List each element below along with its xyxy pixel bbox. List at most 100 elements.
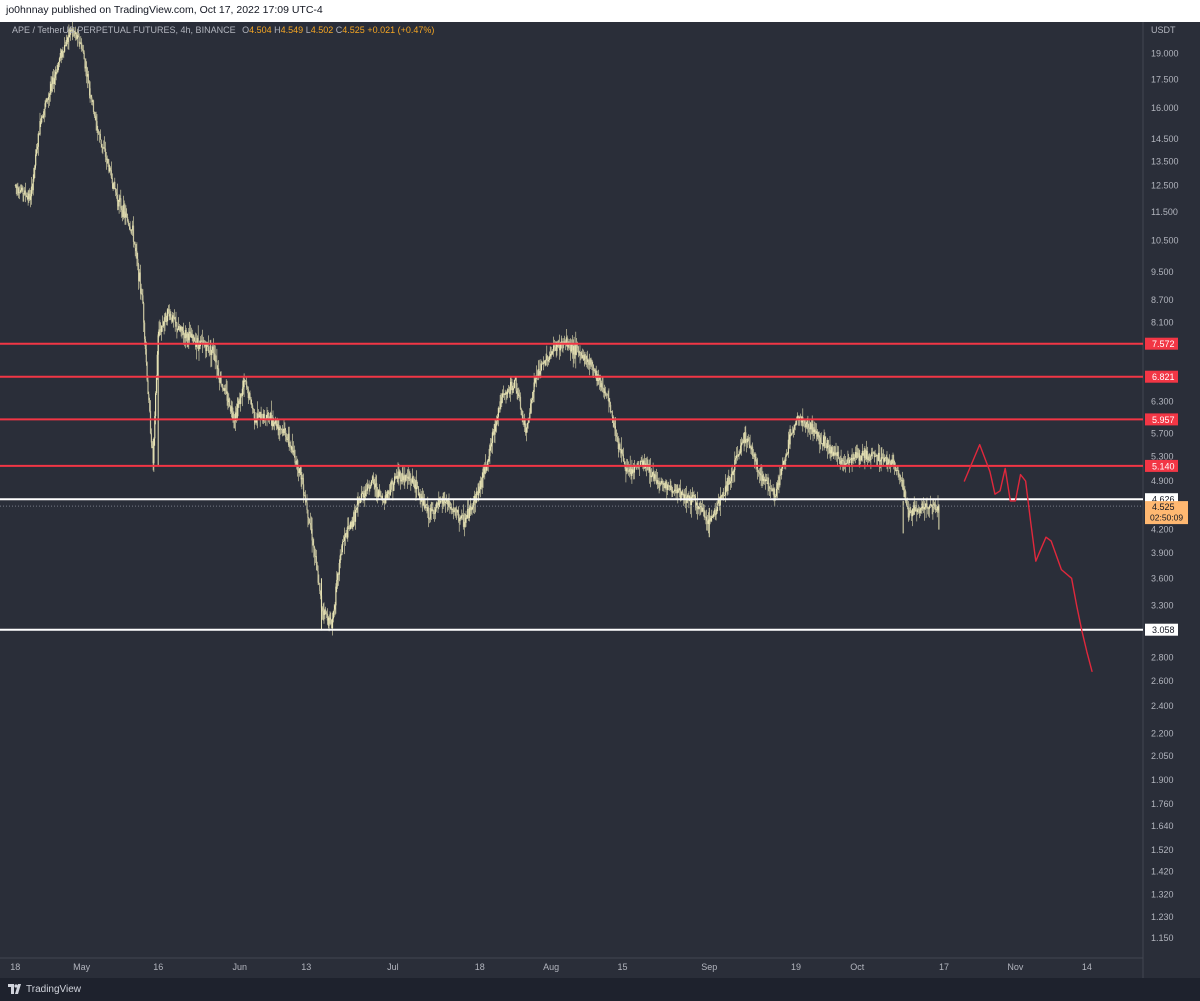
candle-body (847, 458, 849, 460)
candle-body (547, 356, 549, 362)
candle-body (849, 459, 851, 460)
candle-body (629, 468, 631, 470)
y-tick-label: 1.420 (1151, 867, 1174, 877)
candle-body (535, 377, 537, 380)
candle-body (485, 465, 487, 471)
y-tick-label: 4.900 (1151, 476, 1174, 486)
candle-body (335, 586, 337, 606)
candle-body (330, 619, 332, 625)
candle-body (41, 116, 44, 118)
candle-body (603, 388, 605, 394)
candle-body (406, 477, 408, 479)
level-label: 5.957 (1152, 415, 1175, 425)
candle-body (746, 438, 749, 443)
candle-body (903, 487, 905, 497)
candle-body (728, 477, 730, 484)
candle-body (238, 400, 240, 405)
candle-body (572, 350, 574, 355)
candle-body (517, 393, 519, 396)
candle-body (246, 387, 249, 389)
projection-drawing[interactable] (963, 443, 1093, 672)
candle-body (765, 479, 767, 480)
candle-body (69, 29, 71, 35)
candle-body (559, 343, 561, 351)
candle-body (595, 370, 597, 377)
candle-body (277, 424, 279, 431)
candle-body (244, 380, 246, 382)
candle-body (25, 195, 27, 197)
candle-body (124, 211, 126, 218)
candle-body (473, 501, 475, 506)
candle-body (592, 364, 594, 370)
candle-body (549, 356, 551, 357)
candle-body (30, 196, 32, 200)
candle-body (739, 452, 741, 455)
candle-body (641, 461, 643, 466)
candle-body (872, 452, 874, 453)
candle-body (575, 343, 577, 355)
candle-body (21, 187, 23, 191)
candle-body (712, 513, 715, 517)
candle-body (419, 493, 421, 499)
candle-body (884, 457, 886, 459)
candle-body (567, 344, 569, 347)
candle-body (745, 432, 747, 440)
candle-body (308, 517, 310, 520)
candle-body (808, 427, 810, 429)
candle-body (751, 446, 753, 450)
candle-body (632, 469, 634, 470)
candle-body (851, 458, 853, 464)
candle-body (502, 393, 505, 395)
candle-body (655, 479, 658, 484)
candle-body (45, 101, 47, 104)
candle-body (494, 423, 496, 435)
candle-body (872, 452, 874, 454)
candle-body (210, 346, 212, 355)
candle-body (468, 507, 470, 519)
x-tick-label: 18 (10, 962, 20, 972)
candle-body (787, 439, 789, 454)
candle-body (170, 313, 172, 318)
candle-body (499, 401, 501, 409)
candle-body (820, 442, 822, 444)
candle-body (127, 217, 129, 222)
projection-path[interactable] (963, 443, 1093, 672)
candle-body (501, 397, 503, 404)
candle-body (305, 500, 307, 503)
candle-body (548, 356, 550, 360)
candle-body (752, 456, 755, 457)
candle-body (65, 40, 67, 47)
candle-body (616, 434, 618, 437)
candle-body (837, 451, 839, 457)
candle-body (387, 490, 389, 494)
candle-body (528, 418, 530, 423)
candle-body (47, 97, 50, 100)
candle-body (397, 471, 399, 479)
candle-body (667, 485, 669, 490)
candle-body (405, 475, 407, 481)
candle-body (75, 32, 77, 35)
candle-body (695, 499, 697, 508)
candle-body (377, 489, 379, 498)
candle-body (63, 51, 65, 53)
time-axis[interactable] (0, 958, 1143, 978)
horizontal-levels[interactable]: 7.572 6.821 5.957 5.140 4.626 3.058 (0, 337, 1178, 636)
candle-body (490, 445, 492, 447)
candle-body (551, 351, 553, 354)
candle-body (153, 438, 155, 464)
candle-body (934, 504, 937, 510)
candle-body (733, 470, 735, 472)
candle-body (280, 429, 283, 430)
candle-body (231, 406, 233, 413)
candle-body (450, 506, 452, 509)
candle-body (610, 404, 612, 412)
candle-body (279, 427, 281, 429)
candle-body (742, 440, 744, 443)
candle-body (794, 424, 796, 426)
candle-body (543, 361, 545, 363)
candle-body (527, 422, 529, 424)
candle-body (287, 433, 289, 439)
candle-body (564, 341, 567, 344)
candle-body (309, 519, 311, 523)
